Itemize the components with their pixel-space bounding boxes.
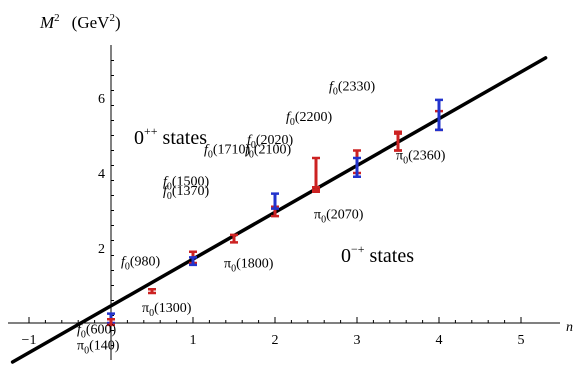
particle-label: f0(1710) bbox=[204, 142, 251, 160]
particle-label: f0(1370) bbox=[163, 184, 210, 202]
particle-label: π0(2070) bbox=[314, 208, 364, 226]
pseudoscalar-states-label: 0−+ states bbox=[341, 242, 414, 267]
x-tick-label: 4 bbox=[436, 333, 443, 348]
x-tick-label: 2 bbox=[272, 333, 279, 348]
x-tick-label: 3 bbox=[354, 333, 361, 348]
fit-line-group bbox=[10, 56, 548, 364]
x-tick-label: 1 bbox=[190, 333, 197, 348]
data-point-pi0 bbox=[394, 130, 402, 152]
particle-label: f0(2330) bbox=[329, 80, 376, 98]
data-point-pi0 bbox=[148, 288, 156, 295]
axes: −1 1 2 3 4 5 2 4 6 bbox=[8, 45, 560, 360]
data-point-pi0 bbox=[312, 186, 320, 193]
y-tick-label: 4 bbox=[98, 167, 105, 182]
fit-line bbox=[10, 56, 548, 364]
data-point-f0 bbox=[271, 192, 279, 210]
particle-label: f0(2200) bbox=[286, 110, 333, 128]
particle-label: f0(1500) bbox=[163, 174, 210, 192]
particle-label: π0(2360) bbox=[396, 148, 446, 166]
data-point-f0-alt bbox=[435, 98, 443, 132]
x-axis-label: n bbox=[566, 320, 573, 335]
data-point-pi0 bbox=[230, 233, 238, 244]
particle-label: π0(1800) bbox=[224, 257, 274, 275]
particle-label: f0(600) bbox=[77, 323, 117, 341]
data-point-f0-alt bbox=[189, 256, 197, 267]
data-points bbox=[107, 98, 443, 327]
data-point-f0 bbox=[312, 156, 320, 192]
particle-labels: f0(600)f0(980)f0(1370)f0(1500)f0(1710)f0… bbox=[77, 80, 446, 357]
scalar-states-label: 0++ states bbox=[134, 124, 207, 149]
particle-label: f0(980) bbox=[121, 255, 161, 273]
data-point-pi0 bbox=[107, 318, 115, 327]
x-tick-label: −1 bbox=[22, 333, 37, 348]
particle-label: f0(2020) bbox=[247, 133, 294, 151]
y-tick-label: 2 bbox=[98, 242, 105, 257]
y-tick-label: 6 bbox=[98, 92, 105, 107]
y-axis-label: M2 (GeV2) bbox=[39, 12, 121, 32]
particle-label: π0(1300) bbox=[142, 301, 192, 319]
particle-label: π0(140) bbox=[77, 338, 120, 356]
particle-label: f0(2100) bbox=[245, 143, 292, 161]
data-point-f0 bbox=[353, 156, 361, 178]
x-tick-label: 5 bbox=[518, 333, 525, 348]
